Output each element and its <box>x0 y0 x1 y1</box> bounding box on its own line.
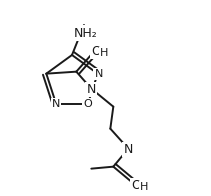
Text: O: O <box>91 45 101 58</box>
Text: N: N <box>52 99 60 109</box>
Text: O: O <box>84 99 92 109</box>
Text: O: O <box>131 179 141 192</box>
Text: NH₂: NH₂ <box>74 26 98 40</box>
Text: H: H <box>140 182 149 192</box>
Text: H: H <box>100 48 108 58</box>
Text: N: N <box>87 83 96 96</box>
Text: N: N <box>124 143 133 156</box>
Text: N: N <box>95 69 103 79</box>
